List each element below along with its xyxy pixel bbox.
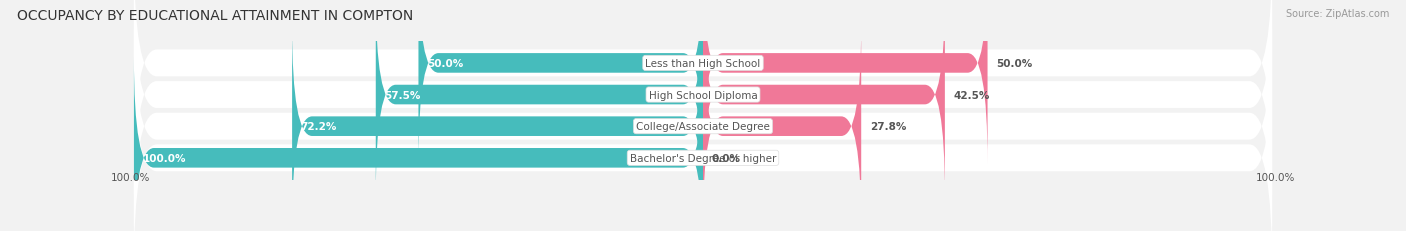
Text: 100.0%: 100.0%: [142, 153, 186, 163]
FancyBboxPatch shape: [292, 26, 703, 227]
FancyBboxPatch shape: [703, 0, 987, 164]
FancyBboxPatch shape: [134, 14, 1272, 231]
FancyBboxPatch shape: [375, 0, 703, 196]
FancyBboxPatch shape: [703, 26, 862, 227]
FancyBboxPatch shape: [134, 58, 703, 231]
Text: Source: ZipAtlas.com: Source: ZipAtlas.com: [1285, 9, 1389, 19]
Text: High School Diploma: High School Diploma: [648, 90, 758, 100]
Text: 50.0%: 50.0%: [427, 59, 463, 69]
Text: 50.0%: 50.0%: [995, 59, 1032, 69]
Text: 27.8%: 27.8%: [870, 122, 905, 132]
Text: 0.0%: 0.0%: [711, 153, 741, 163]
FancyBboxPatch shape: [134, 46, 1272, 231]
Legend: Owner-occupied, Renter-occupied: Owner-occupied, Renter-occupied: [585, 228, 821, 231]
Text: OCCUPANCY BY EDUCATIONAL ATTAINMENT IN COMPTON: OCCUPANCY BY EDUCATIONAL ATTAINMENT IN C…: [17, 9, 413, 23]
Text: Bachelor's Degree or higher: Bachelor's Degree or higher: [630, 153, 776, 163]
Text: 100.0%: 100.0%: [111, 173, 150, 183]
FancyBboxPatch shape: [134, 0, 1272, 208]
FancyBboxPatch shape: [134, 0, 1272, 176]
FancyBboxPatch shape: [703, 0, 945, 196]
Text: 42.5%: 42.5%: [953, 90, 990, 100]
FancyBboxPatch shape: [419, 0, 703, 164]
Text: Less than High School: Less than High School: [645, 59, 761, 69]
Text: 100.0%: 100.0%: [1256, 173, 1295, 183]
Text: 72.2%: 72.2%: [301, 122, 337, 132]
Text: College/Associate Degree: College/Associate Degree: [636, 122, 770, 132]
Text: 57.5%: 57.5%: [384, 90, 420, 100]
